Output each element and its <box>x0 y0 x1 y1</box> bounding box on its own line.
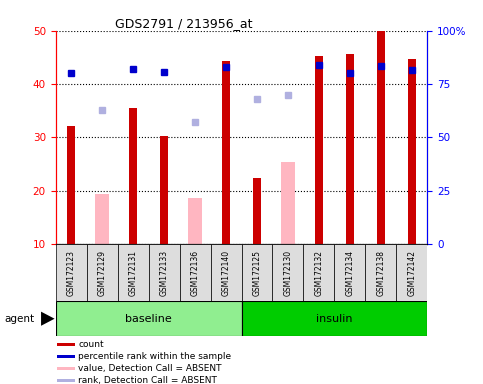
Bar <box>57 367 75 370</box>
Text: GSM172131: GSM172131 <box>128 250 138 296</box>
Text: baseline: baseline <box>125 314 172 324</box>
Bar <box>346 54 354 244</box>
Bar <box>57 355 75 358</box>
Bar <box>129 108 137 244</box>
Text: value, Detection Call = ABSENT: value, Detection Call = ABSENT <box>78 364 222 373</box>
Text: insulin: insulin <box>316 314 353 324</box>
Bar <box>408 59 416 244</box>
Bar <box>397 244 427 301</box>
Polygon shape <box>41 312 55 326</box>
Bar <box>242 244 272 301</box>
Bar <box>334 244 366 301</box>
Text: percentile rank within the sample: percentile rank within the sample <box>78 352 231 361</box>
Text: GSM172140: GSM172140 <box>222 250 230 296</box>
Bar <box>180 244 211 301</box>
Text: GSM172132: GSM172132 <box>314 250 324 296</box>
Bar <box>86 244 117 301</box>
Text: rank, Detection Call = ABSENT: rank, Detection Call = ABSENT <box>78 376 217 384</box>
Bar <box>188 198 202 244</box>
Bar <box>272 244 303 301</box>
Text: GSM172129: GSM172129 <box>98 250 107 296</box>
Text: GSM172136: GSM172136 <box>190 250 199 296</box>
Bar <box>57 379 75 382</box>
Bar <box>57 343 75 346</box>
Text: GDS2791 / 213956_at: GDS2791 / 213956_at <box>115 17 252 30</box>
Bar <box>242 301 427 336</box>
Bar <box>366 244 397 301</box>
Text: GSM172123: GSM172123 <box>67 250 75 296</box>
Text: GSM172142: GSM172142 <box>408 250 416 296</box>
Text: GSM172138: GSM172138 <box>376 250 385 296</box>
Text: count: count <box>78 340 104 349</box>
Text: GSM172134: GSM172134 <box>345 250 355 296</box>
Bar <box>149 244 180 301</box>
Bar <box>222 61 230 244</box>
Bar <box>117 244 149 301</box>
Text: GSM172130: GSM172130 <box>284 250 293 296</box>
Bar <box>377 31 385 244</box>
Bar <box>160 136 168 244</box>
Bar <box>281 162 295 244</box>
Bar <box>67 126 75 244</box>
Text: GSM172133: GSM172133 <box>159 250 169 296</box>
Bar <box>253 178 261 244</box>
Bar <box>211 244 242 301</box>
Text: agent: agent <box>5 314 35 324</box>
Bar <box>56 244 86 301</box>
Bar <box>56 301 242 336</box>
Bar <box>303 244 334 301</box>
Text: GSM172125: GSM172125 <box>253 250 261 296</box>
Bar <box>315 56 323 244</box>
Bar <box>95 194 109 244</box>
